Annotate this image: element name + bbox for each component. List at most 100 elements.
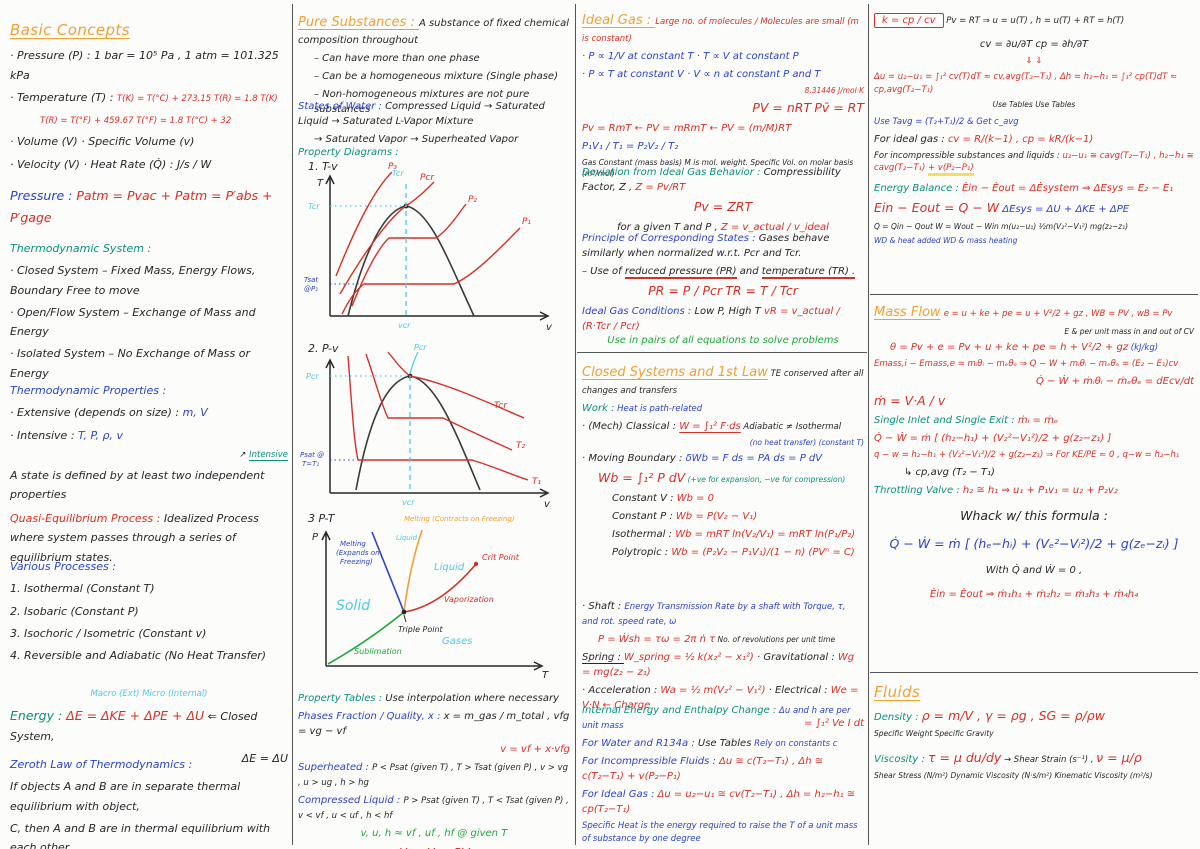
note-text: Use interpolation where necessary	[385, 693, 559, 704]
note-line: Single Inlet and Single Exit : ṁᵢ = ṁₑ	[874, 413, 1194, 428]
note-line: 4. Reversible and Adiabatic (No Heat Tra…	[10, 646, 288, 665]
note-text: 3. Isochoric / Isometric (Constant v)	[10, 626, 207, 640]
section-pure-substances: Pure Substances : A substance of fixed c…	[298, 10, 570, 120]
note-line: = ∫₁² Ve I dt	[582, 716, 864, 731]
note-text: 4. Reversible and Adiabatic (No Heat Tra…	[10, 649, 267, 662]
note-line: Quasi-Equilibrium Process : Idealized Pr…	[10, 509, 288, 567]
svg-text:Tcr: Tcr	[392, 169, 404, 178]
note-text: Principle of Corresponding States :	[582, 233, 759, 244]
note-text: Intensive	[249, 449, 288, 460]
note-text: δWb = F ds = PA ds = P dV	[685, 452, 823, 464]
note-text: Basic Concepts	[10, 21, 130, 39]
note-text: Use in pairs of all equations to solve p…	[607, 335, 839, 346]
note-line: → Saturated Vapor → Superheated Vapor	[314, 132, 570, 147]
note-line: · Volume (V) · Specific Volume (v)	[10, 132, 288, 151]
note-text: Spring :	[582, 652, 624, 663]
note-text: 1. Isothermal (Constant T)	[10, 582, 155, 596]
note-line: ṁ = V·A / v	[874, 392, 1194, 411]
note-line: Q̇ − Ẇ + ṁᵢθᵢ − ṁₑθₑ = dEcv/dt	[874, 374, 1194, 389]
note-text: TR = T / Tcr	[725, 283, 798, 298]
note-text: Wb = 0	[676, 492, 715, 504]
note-line: Principle of Corresponding States : Gase…	[582, 231, 864, 261]
note-text: Mass Flow	[874, 305, 941, 320]
note-text: – Use of	[582, 266, 625, 277]
note-text: Work :	[582, 402, 615, 414]
note-line: – Use of reduced pressure (PR) and tempe…	[582, 264, 864, 279]
note-text: WD & heat added WD & mass heating	[874, 236, 1018, 245]
svg-text:Crit Point: Crit Point	[482, 553, 520, 562]
note-text: ↗	[239, 449, 250, 460]
note-text: Thermodynamic Properties :	[10, 384, 167, 397]
note-text: ⇐ Closed System,	[10, 709, 258, 743]
note-line: P = Ẇsh = τω = 2π ṅ τ No. of revolutions…	[598, 632, 864, 647]
svg-text:P₃: P₃	[388, 162, 397, 172]
note-text: Property Diagrams :	[298, 147, 399, 158]
svg-text:1. T-v: 1. T-v	[308, 160, 338, 173]
section-property-diagrams-label: Property Diagrams :	[298, 142, 570, 163]
svg-text:Gases: Gases	[442, 636, 472, 647]
svg-text:Psat @: Psat @	[300, 451, 324, 459]
note-text: Q = Qin − Qout W = Wout − Win	[874, 221, 999, 231]
note-text: Specific Heat is the energy required to …	[582, 821, 858, 844]
note-line: For ideal gas : cv = R/(k−1) , cp = kR/(…	[874, 132, 1194, 147]
note-text: Low P, High T	[694, 305, 761, 317]
note-text: Pv = ZRT	[693, 199, 753, 214]
note-line: – Can be a homogeneous mixture (Single p…	[314, 69, 570, 84]
svg-text:Pcr: Pcr	[306, 372, 319, 381]
note-line: Basic Concepts	[10, 17, 288, 43]
note-line: 3. Isochoric / Isometric (Constant v)	[10, 624, 288, 643]
note-text: For Incompressible Fluids :	[582, 756, 720, 767]
note-line: Pv = ZRT	[582, 198, 864, 217]
svg-text:Solid: Solid	[336, 598, 370, 614]
note-text: T(K) = T(°C) + 273.15 T(R) = 1.8 T(K)	[116, 93, 278, 104]
note-text: Viscosity :	[874, 753, 928, 765]
note-text: ΔEsys = ΔU + ΔKE + ΔPE	[1002, 204, 1130, 215]
note-text: Single Inlet and Single Exit :	[874, 415, 1018, 427]
note-text: and	[736, 266, 762, 277]
note-line: Thermodynamic Properties :	[10, 381, 288, 400]
note-line: ↗ Intensive	[10, 448, 288, 463]
note-line: For Water and R134a : Use Tables Rely on…	[582, 736, 864, 751]
section-zeroth-law: Zeroth Law of Thermodynamics : If objects…	[10, 752, 288, 849]
note-line: Various Processes :	[10, 557, 288, 576]
note-line: · Intensive : T, P, ρ, v	[10, 426, 288, 445]
note-line: v, u, h ≈ vf , uf , hf @ given T	[298, 826, 570, 841]
note-line: cv = ∂u/∂T cp = ∂h/∂T	[874, 37, 1194, 52]
note-line: Phases Fraction / Quality, x : x = m_gas…	[298, 709, 570, 739]
note-text: For Ideal Gas :	[582, 789, 658, 800]
note-line: ↳ cp,avg (T₂ − T₁)	[904, 465, 1194, 480]
note-text: Quasi-Equilibrium Process :	[10, 512, 164, 525]
note-line: Macro (Ext) Micro (Internal)	[10, 687, 288, 702]
note-text: Whack w/ this formula :	[960, 508, 1108, 523]
section-divider	[870, 294, 1198, 295]
note-text: temperature (TR) .	[761, 266, 856, 279]
note-text: + v(P₂−P₁)	[927, 163, 974, 177]
note-text: Adiabatic ≠ Isothermal	[740, 421, 842, 432]
note-line: PR = P / Pcr TR = T / Tcr	[582, 282, 864, 301]
note-text: Q̇ − Ẇ + ṁᵢθᵢ − ṁₑθₑ = dEcv/dt	[1035, 375, 1194, 387]
note-line: Whack w/ this formula :	[874, 507, 1194, 526]
note-text: We = V·N ← Charge	[582, 685, 859, 711]
note-text: Δu and h are per unit mass	[582, 706, 851, 731]
note-text: Compressed Liquid → Saturated Liquid → S…	[298, 101, 545, 127]
section-divider	[577, 352, 867, 353]
note-line: · Temperature (T) : T(K) = T(°C) + 273.1…	[10, 88, 288, 107]
note-text: Pressure :	[10, 188, 77, 203]
note-line: Closed Systems and 1st Law TE conserved …	[582, 363, 864, 398]
note-line: States of Water : Compressed Liquid → Sa…	[298, 99, 570, 129]
svg-text:P₁: P₁	[522, 217, 531, 227]
note-text: e = u + ke + pe = u + V²/2 + gz , WB = P…	[943, 309, 1173, 319]
note-line: Property Tables : Use interpolation wher…	[298, 691, 570, 706]
section-corresponding-states: Principle of Corresponding States : Gase…	[582, 228, 864, 337]
note-line: Gas Constant (mass basis) M is mol. weig…	[582, 157, 864, 180]
svg-text:Melting (Contracts on Freezing: Melting (Contracts on Freezing)	[404, 515, 515, 523]
note-line: Mass Flow e = u + ke + pe = u + V²/2 + g…	[874, 303, 1194, 323]
note-text: Compressed Liquid :	[298, 795, 404, 806]
note-text: · Open/Flow System – Exchange of Mass an…	[10, 305, 256, 338]
section-use-pairs-note: Use in pairs of all equations to solve p…	[582, 330, 864, 351]
note-text: Z = Pv/RT	[635, 182, 686, 193]
note-line: Use Tables Use Tables	[874, 99, 1194, 110]
note-text: reduced pressure (PR)	[624, 266, 737, 279]
note-line: Pure Substances : A substance of fixed c…	[298, 13, 570, 48]
note-text: Micro (Internal)	[142, 689, 208, 699]
